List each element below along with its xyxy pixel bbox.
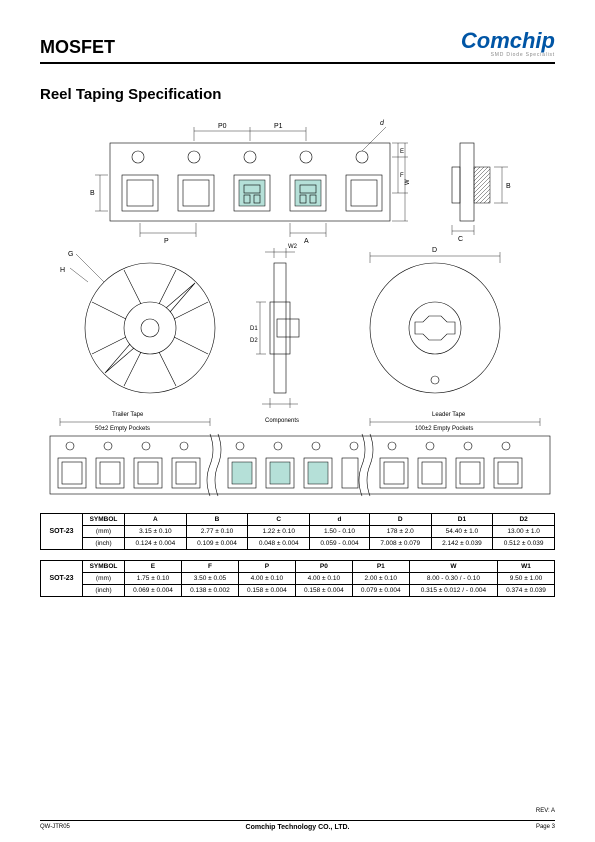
spec-table-1: SOT-23 SYMBOL A B C d D D1 D2 (mm) 3.15 … [40,513,555,550]
table2-col-2: P [238,561,295,573]
table2-inch-6: 0.374 ± 0.039 [498,585,555,597]
dim-p0: P0 [218,123,227,130]
table1-inch-label: (inch) [83,538,125,550]
logo-text: Comchip [461,30,555,52]
dim-w: W [405,179,411,185]
strip-diagram: Trailer Tape 50±2 Empty Pockets Componen… [40,408,555,503]
dim-c: C [458,236,463,243]
dim-g: G [68,251,73,258]
table1-package: SOT-23 [41,514,83,550]
spec-table-2: SOT-23 SYMBOL E F P P0 P1 W W1 (mm) 1.75… [40,560,555,597]
table1-mm-0: 3.15 ± 0.10 [125,526,187,538]
table1-inch-0: 0.124 ± 0.004 [125,538,187,550]
table2-mm-label: (mm) [83,573,125,585]
table1-col-2: C [248,514,310,526]
dim-d: D [432,247,437,254]
table2-col-0: E [125,561,182,573]
trailer-label: Trailer Tape [112,412,144,418]
footer-right: Page 3 [536,824,555,830]
table1-inch-3: 0.059 - 0.004 [310,538,370,550]
footer-center: Comchip Technology CO., LTD. [246,824,350,831]
table2-col-3: P0 [295,561,352,573]
table1-col-5: D1 [431,514,493,526]
table1-inch-4: 7.008 ± 0.079 [369,538,431,550]
table1-col-0: A [125,514,187,526]
table1-inch-6: 0.512 ± 0.039 [493,538,555,550]
footer-left: QW-JTR05 [40,824,70,830]
table2-col-6: W1 [498,561,555,573]
header: MOSFET Comchip SMD Diode Specialist [40,30,555,64]
table1-inch-5: 2.142 ± 0.039 [431,538,493,550]
dim-b-side: B [506,183,511,190]
table2-col-5: W [409,561,497,573]
table1-inch-1: 0.109 ± 0.004 [186,538,248,550]
table2-mm-1: 3.50 ± 0.05 [181,573,238,585]
rev-label: REV: A [536,808,555,814]
dim-p1: P1 [274,123,283,130]
tape-diagram: P0 P1 d E F W P A [40,113,555,243]
dim-b-left: B [90,190,95,197]
table1-col-6: D2 [493,514,555,526]
sprocket-holes [132,151,368,163]
components-label: Components [265,418,299,424]
trailer-pockets: 50±2 Empty Pockets [95,426,150,432]
table1-mm-4: 178 ± 2.0 [369,526,431,538]
table2-mm-4: 2.00 ± 0.10 [352,573,409,585]
table2-symbol-label: SYMBOL [83,561,125,573]
table1-mm-label: (mm) [83,526,125,538]
table1-symbol-label: SYMBOL [83,514,125,526]
table1-col-3: d [310,514,370,526]
dim-w2: W2 [288,244,298,250]
dim-f: F [400,173,404,179]
table2-col-4: P1 [352,561,409,573]
table2-mm-5: 8.00 - 0.30 / - 0.10 [409,573,497,585]
table2-inch-4: 0.079 ± 0.004 [352,585,409,597]
table1-inch-2: 0.048 ± 0.004 [248,538,310,550]
leader-label: Leader Tape [432,412,466,418]
table2-col-1: F [181,561,238,573]
table2-mm-0: 1.75 ± 0.10 [125,573,182,585]
table2-inch-2: 0.158 ± 0.004 [238,585,295,597]
dim-d: d [380,120,385,127]
table2-inch-0: 0.069 ± 0.004 [125,585,182,597]
footer: QW-JTR05 Comchip Technology CO., LTD. Pa… [40,820,555,830]
dim-d2: D2 [250,338,258,344]
table2-mm-3: 4.00 ± 0.10 [295,573,352,585]
page-title: MOSFET [40,37,115,58]
table1-mm-1: 2.77 ± 0.10 [186,526,248,538]
dim-d1: D1 [250,326,258,332]
table1-mm-3: 1.50 - 0.10 [310,526,370,538]
leader-pockets: 100±2 Empty Pockets [415,426,473,432]
table2-mm-6: 9.50 ± 1.00 [498,573,555,585]
pockets [122,175,382,211]
table2-inch-5: 0.315 ± 0.012 / - 0.004 [409,585,497,597]
table1-mm-2: 1.22 ± 0.10 [248,526,310,538]
table1-mm-5: 54.40 ± 1.0 [431,526,493,538]
table1-col-4: D [369,514,431,526]
table2-inch-label: (inch) [83,585,125,597]
table1-mm-6: 13.00 ± 1.0 [493,526,555,538]
table2-package: SOT-23 [41,561,83,597]
table2-inch-3: 0.158 ± 0.004 [295,585,352,597]
table2-mm-2: 4.00 ± 0.10 [238,573,295,585]
section-title: Reel Taping Specification [40,86,555,103]
dim-h: H [60,267,65,274]
table1-col-1: B [186,514,248,526]
dim-e: E [400,149,404,155]
logo: Comchip SMD Diode Specialist [461,30,555,58]
table2-inch-1: 0.138 ± 0.002 [181,585,238,597]
reel-diagram: G H W2 W1 D1 D2 [40,243,555,408]
